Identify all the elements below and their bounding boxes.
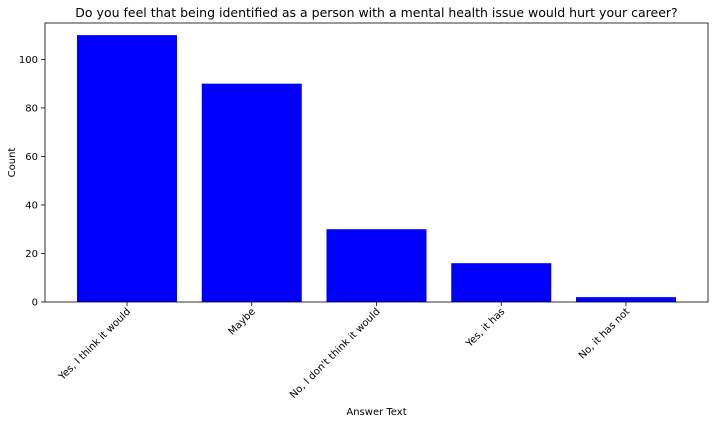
bar bbox=[77, 35, 177, 302]
x-tick-label: Maybe bbox=[227, 306, 258, 337]
x-tick-label: Yes, I think it would bbox=[56, 306, 133, 383]
bar bbox=[326, 229, 427, 302]
y-axis: 0 20 40 60 80 100 bbox=[19, 55, 45, 309]
x-axis: Yes, I think it would Maybe No, I don't th… bbox=[56, 302, 632, 401]
x-tick-label: Yes, it has bbox=[463, 306, 507, 350]
x-tick-label: No, I don't think it would bbox=[288, 306, 383, 401]
y-tick-label: 60 bbox=[25, 152, 38, 163]
chart-title: Do you feel that being identified as a p… bbox=[75, 5, 677, 20]
x-axis-label: Answer Text bbox=[346, 407, 406, 418]
plot-area: 0 20 40 60 80 100 Yes, I think it would Maybe N… bbox=[19, 22, 709, 401]
y-tick-label: 80 bbox=[25, 103, 38, 114]
y-tick-label: 40 bbox=[25, 200, 38, 211]
y-tick-label: 20 bbox=[25, 249, 38, 260]
bars-group bbox=[77, 35, 676, 303]
bar bbox=[451, 263, 552, 302]
bar bbox=[576, 297, 676, 302]
x-tick-label: No, it has not bbox=[577, 306, 632, 361]
y-tick-label: 0 bbox=[32, 298, 38, 309]
y-tick-label: 100 bbox=[19, 55, 38, 66]
bar bbox=[201, 83, 302, 303]
y-axis-label: Count bbox=[7, 148, 18, 178]
